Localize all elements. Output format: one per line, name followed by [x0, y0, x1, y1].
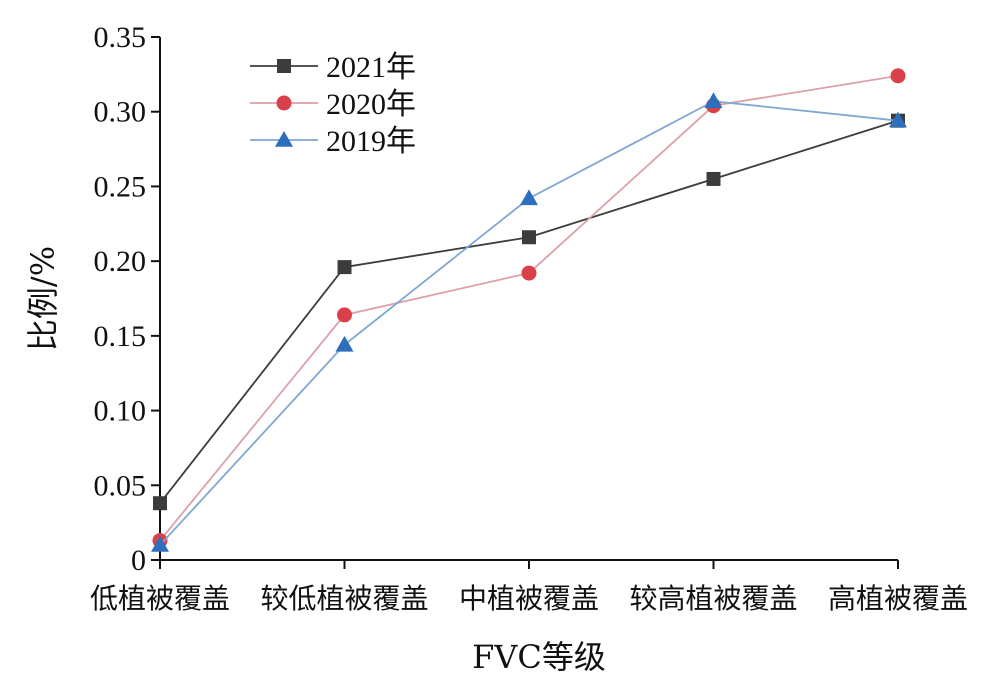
- y-tick-label: 0.25: [94, 170, 147, 203]
- data-point: [335, 335, 354, 352]
- y-tick-label: 0.15: [94, 320, 147, 353]
- legend-label: 2021年: [326, 51, 416, 84]
- x-tick-label: 较高植被覆盖: [629, 582, 797, 615]
- data-point: [889, 111, 907, 128]
- data-point: [151, 536, 169, 552]
- x-axis-title: FVC等级: [472, 638, 606, 676]
- data-point: [520, 189, 538, 206]
- legend-item: 2021年: [250, 51, 416, 84]
- data-point: [153, 496, 167, 511]
- x-tick-label: 高植被覆盖: [828, 582, 968, 615]
- series-line: [159, 74, 899, 542]
- x-tick-label: 低植被覆盖: [90, 582, 230, 615]
- y-tick-label: 0.35: [94, 21, 147, 54]
- data-point: [706, 171, 721, 186]
- data-point: [337, 307, 352, 323]
- legend-marker: [277, 59, 291, 73]
- series-line: [159, 100, 899, 546]
- y-axis-title: 比例/%: [24, 246, 62, 351]
- x-tick-label: 中植被覆盖: [459, 582, 599, 615]
- data-point: [521, 265, 537, 281]
- legend-item: 2020年: [250, 88, 416, 121]
- legend-label: 2019年: [326, 125, 416, 158]
- data-point: [890, 68, 906, 84]
- legend-label: 2020年: [326, 88, 416, 121]
- y-tick-label: 0.10: [94, 395, 147, 428]
- data-point: [337, 260, 352, 275]
- data-point: [704, 92, 723, 109]
- y-tick-label: 0.30: [94, 96, 147, 129]
- data-point: [522, 230, 536, 245]
- legend: 2021年 2020年 2019年: [250, 51, 416, 158]
- y-tick-label: 0.05: [94, 469, 147, 502]
- legend-marker: [276, 95, 292, 111]
- series-layer: [151, 68, 907, 552]
- series-0: [153, 113, 905, 511]
- y-tick-label: 0: [131, 544, 146, 577]
- series-line: [159, 119, 899, 504]
- legend-item: 2019年: [250, 125, 416, 158]
- series-2: [151, 92, 907, 552]
- x-tick-label: 较低植被覆盖: [260, 582, 428, 615]
- y-tick-label: 0.20: [94, 245, 147, 278]
- axes: 0 0.05 0.10 0.15 0.20 0.25 0.30 0.35 低植被覆盖 较低植被覆盖…: [90, 21, 968, 615]
- legend-marker: [275, 131, 293, 147]
